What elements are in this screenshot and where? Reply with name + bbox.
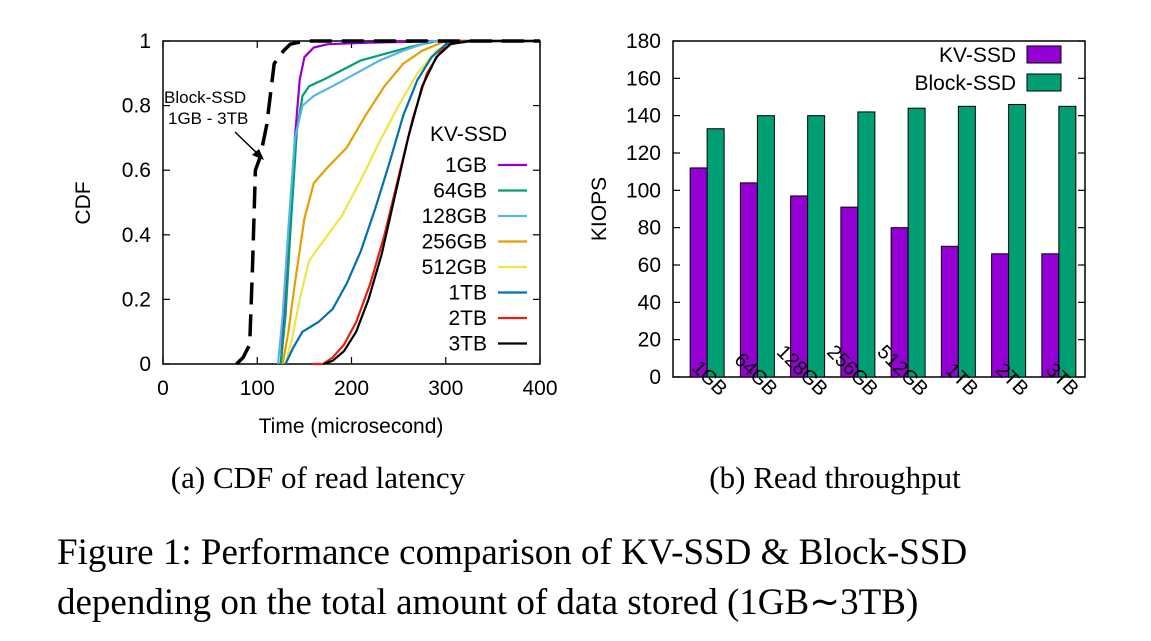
bar-y-tick-label: 100 <box>626 179 661 202</box>
cdf-y-tick-label: 0.2 <box>122 288 151 311</box>
cdf-y-tick-label: 1 <box>139 30 151 53</box>
bar-block-ssd-1gb <box>706 128 725 378</box>
figure-caption-line1: Figure 1: Performance comparison of KV-S… <box>57 532 968 573</box>
cdf-x-tick-label: 400 <box>522 377 557 400</box>
bar-block-ssd-1tb <box>957 105 976 378</box>
block-ssd-annotation-line1: Block-SSD <box>164 88 246 107</box>
bar-y-tick-label: 120 <box>626 142 661 165</box>
figure-caption: Figure 1: Performance comparison of KV-S… <box>57 528 967 628</box>
cdf-x-tick-label: 300 <box>428 377 463 400</box>
bar-y-tick-label: 140 <box>626 105 661 128</box>
bar-legend-swatch <box>1026 45 1062 64</box>
bar-axis-ticks: 0 20 40 60 80 100 120 140 160 180 <box>626 30 1085 389</box>
cdf-line-64gb <box>279 39 540 365</box>
bar-kv-ssd-1gb <box>689 167 708 378</box>
bar-y-tick-label: 20 <box>638 329 661 352</box>
cdf-y-tick-label: 0 <box>139 353 151 376</box>
bar-block-ssd-256gb <box>857 111 876 378</box>
cdf-legend-label: 64GB <box>433 180 487 203</box>
annotation-arrowhead <box>252 149 264 160</box>
cdf-x-tick-label: 0 <box>157 377 169 400</box>
cdf-legend-title: KV-SSD <box>430 123 507 146</box>
cdf-line-1tb <box>284 39 540 365</box>
cdf-line-3tb <box>322 39 540 366</box>
bar-y-tick-label: 40 <box>638 291 661 314</box>
bar-block-ssd-2tb <box>1008 103 1027 378</box>
cdf-line-128gb <box>276 39 540 365</box>
cdf-line-1gb <box>279 39 540 365</box>
bar-series <box>689 103 1077 378</box>
bar-block-ssd-128gb <box>807 115 826 378</box>
cdf-line-256gb <box>281 39 540 365</box>
cdf-axis-ticks: 0 100 200 300 400 0 0.2 0.4 0.6 0.8 1 <box>122 30 558 400</box>
bar-legend-label: Block-SSD <box>914 72 1016 95</box>
cdf-line-2tb <box>311 39 540 366</box>
cdf-chart: 0 100 200 300 400 0 0.2 0.4 0.6 0.8 1 KV-SSD 1GB 64… <box>72 30 558 438</box>
cdf-legend-label: 512GB <box>422 256 487 279</box>
bar-y-tick-label: 0 <box>649 366 661 389</box>
cdf-y-tick-label: 0.8 <box>122 95 151 118</box>
cdf-x-tick-label: 200 <box>334 377 369 400</box>
cdf-legend-label: 1TB <box>448 282 487 305</box>
bar-plot-frame <box>672 40 1086 378</box>
bar-block-ssd-64gb <box>756 115 775 378</box>
bar-y-tick-label: 180 <box>626 30 661 53</box>
bar-kv-ssd-1tb <box>940 245 959 378</box>
cdf-legend-label: 128GB <box>422 205 487 228</box>
cdf-legend-label: 3TB <box>448 333 487 356</box>
bar-y-tick-label: 160 <box>626 67 661 90</box>
subcaption-b: (b) Read throughput <box>709 460 961 495</box>
cdf-line-block-ssd <box>235 39 540 366</box>
bar-legend: KV-SSD Block-SSD <box>914 44 1062 95</box>
cdf-legend-label: 2TB <box>448 307 487 330</box>
bar-block-ssd-512gb <box>907 107 926 378</box>
bar-y-tick-label: 60 <box>638 254 661 277</box>
bar-y-tick-label: 80 <box>638 217 661 240</box>
bar-y-axis-label: KIOPS <box>588 177 611 241</box>
cdf-y-tick-label: 0.4 <box>122 224 152 247</box>
cdf-x-tick-label: 100 <box>240 377 275 400</box>
bar-legend-swatch <box>1026 73 1062 92</box>
cdf-legend-label: 256GB <box>422 231 487 254</box>
cdf-legend-label: 1GB <box>445 154 487 177</box>
figure-caption-line2: depending on the total amount of data st… <box>57 582 919 623</box>
subcaption-a: (a) CDF of read latency <box>170 460 466 495</box>
bar-kv-ssd-64gb <box>739 182 758 378</box>
cdf-x-axis-label: Time (microsecond) <box>259 415 444 438</box>
bar-block-ssd-3tb <box>1058 105 1077 378</box>
cdf-series-lines <box>235 39 540 366</box>
cdf-y-tick-label: 0.6 <box>122 159 151 182</box>
bar-legend-label: KV-SSD <box>939 44 1016 67</box>
cdf-y-axis-label: CDF <box>72 181 95 224</box>
block-ssd-annotation-line2: 1GB - 3TB <box>168 109 248 128</box>
